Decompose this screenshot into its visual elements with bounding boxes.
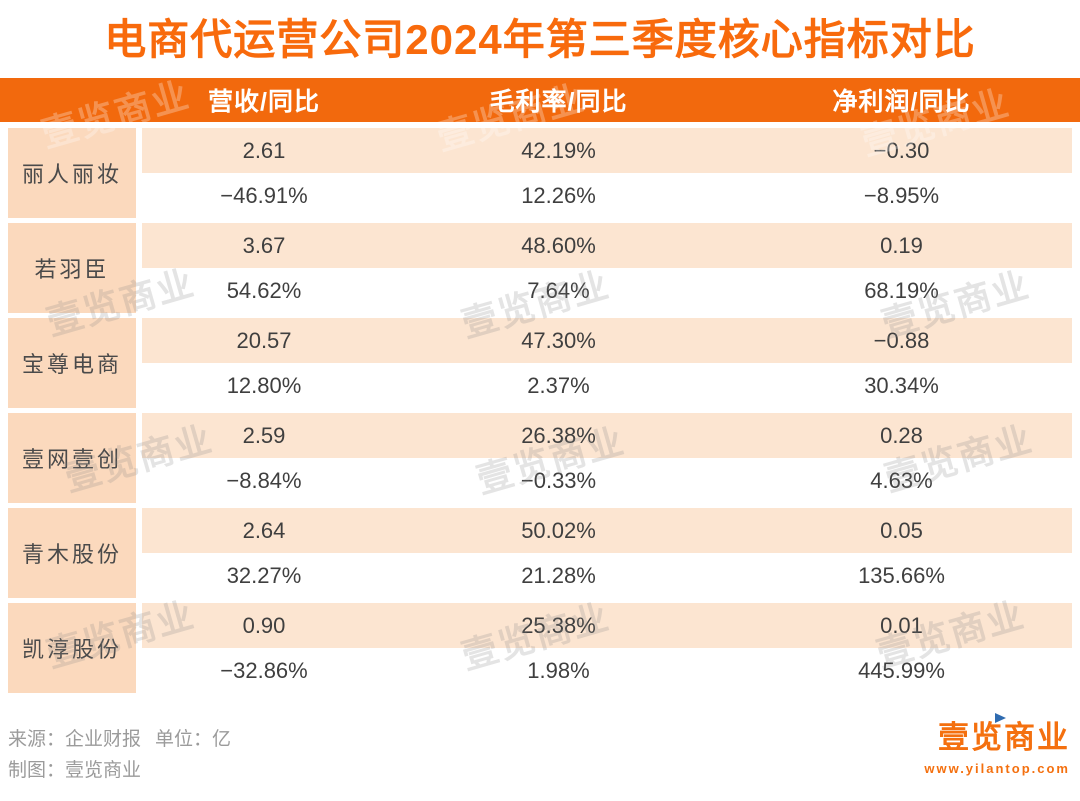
gross-margin-yoy: 12.26% <box>386 173 731 218</box>
company-name: 青木股份 <box>8 508 136 598</box>
logo-flag-icon <box>995 713 1006 723</box>
revenue-value: 2.64 <box>142 508 386 553</box>
revenue-yoy: 54.62% <box>142 268 386 313</box>
table-row-group: 若羽臣 3.67 48.60% 0.19 54.62% 7.64% 68.19% <box>8 223 1072 313</box>
gross-margin-yoy: −0.33% <box>386 458 731 503</box>
revenue-yoy: 32.27% <box>142 553 386 598</box>
company-name: 壹网壹创 <box>8 413 136 503</box>
table-row-group: 壹网壹创 2.59 26.38% 0.28 −8.84% −0.33% 4.63… <box>8 413 1072 503</box>
net-profit-value: −0.88 <box>731 318 1072 363</box>
footer-source: 来源：企业财报 <box>8 729 142 750</box>
footer-source-line: 来源：企业财报 单位：亿 <box>8 724 245 755</box>
company-name: 宝尊电商 <box>8 318 136 408</box>
column-spacer <box>136 318 142 408</box>
gross-margin-yoy: 21.28% <box>386 553 731 598</box>
gross-margin-yoy: 1.98% <box>386 648 731 693</box>
page-title: 电商代运营公司2024年第三季度核心指标对比 <box>104 16 976 63</box>
column-header-gross-margin: 毛利率/同比 <box>489 88 628 116</box>
revenue-yoy: −32.86% <box>142 648 386 693</box>
revenue-yoy: 12.80% <box>142 363 386 408</box>
footer-credit: 制图：壹览商业 <box>8 760 142 781</box>
gross-margin-value: 48.60% <box>386 223 731 268</box>
net-profit-yoy: 445.99% <box>731 648 1072 693</box>
gross-margin-yoy: 2.37% <box>386 363 731 408</box>
footer-unit: 单位：亿 <box>155 729 232 750</box>
net-profit-value: 0.28 <box>731 413 1072 458</box>
net-profit-yoy: 30.34% <box>731 363 1072 408</box>
net-profit-value: 0.01 <box>731 603 1072 648</box>
column-header-revenue: 营收/同比 <box>208 88 320 116</box>
revenue-value: 0.90 <box>142 603 386 648</box>
column-spacer <box>136 508 142 598</box>
revenue-yoy: −46.91% <box>142 173 386 218</box>
column-spacer <box>136 413 142 503</box>
gross-margin-value: 26.38% <box>386 413 731 458</box>
brand-logo-url: www.yilantop.com <box>924 761 1070 776</box>
footer-notes: 来源：企业财报 单位：亿 制图：壹览商业 <box>8 724 245 786</box>
table-header-row: 营收/同比 毛利率/同比 净利润/同比 <box>0 78 1080 122</box>
net-profit-value: 0.19 <box>731 223 1072 268</box>
revenue-value: 20.57 <box>142 318 386 363</box>
gross-margin-value: 25.38% <box>386 603 731 648</box>
gross-margin-value: 47.30% <box>386 318 731 363</box>
gross-margin-value: 50.02% <box>386 508 731 553</box>
brand-logo: 壹览商业 www.yilantop.com <box>924 712 1070 776</box>
net-profit-value: 0.05 <box>731 508 1072 553</box>
revenue-value: 3.67 <box>142 223 386 268</box>
company-name: 凯淳股份 <box>8 603 136 693</box>
column-header-net-profit: 净利润/同比 <box>832 88 971 116</box>
gross-margin-yoy: 7.64% <box>386 268 731 313</box>
table-row-group: 宝尊电商 20.57 47.30% −0.88 12.80% 2.37% 30.… <box>8 318 1072 408</box>
column-spacer <box>136 223 142 313</box>
revenue-value: 2.61 <box>142 128 386 173</box>
net-profit-yoy: 68.19% <box>731 268 1072 313</box>
net-profit-yoy: −8.95% <box>731 173 1072 218</box>
net-profit-yoy: 4.63% <box>731 458 1072 503</box>
column-spacer <box>136 603 142 693</box>
table-row-group: 丽人丽妆 2.61 42.19% −0.30 −46.91% 12.26% −8… <box>8 128 1072 218</box>
net-profit-yoy: 135.66% <box>731 553 1072 598</box>
column-spacer <box>136 128 142 218</box>
company-name: 丽人丽妆 <box>8 128 136 218</box>
net-profit-value: −0.30 <box>731 128 1072 173</box>
gross-margin-value: 42.19% <box>386 128 731 173</box>
revenue-value: 2.59 <box>142 413 386 458</box>
table-body: 丽人丽妆 2.61 42.19% −0.30 −46.91% 12.26% −8… <box>8 128 1072 693</box>
revenue-yoy: −8.84% <box>142 458 386 503</box>
brand-logo-text: 壹览商业 <box>938 712 1070 757</box>
table-row-group: 凯淳股份 0.90 25.38% 0.01 −32.86% 1.98% 445.… <box>8 603 1072 693</box>
table-row-group: 青木股份 2.64 50.02% 0.05 32.27% 21.28% 135.… <box>8 508 1072 598</box>
company-name: 若羽臣 <box>8 223 136 313</box>
